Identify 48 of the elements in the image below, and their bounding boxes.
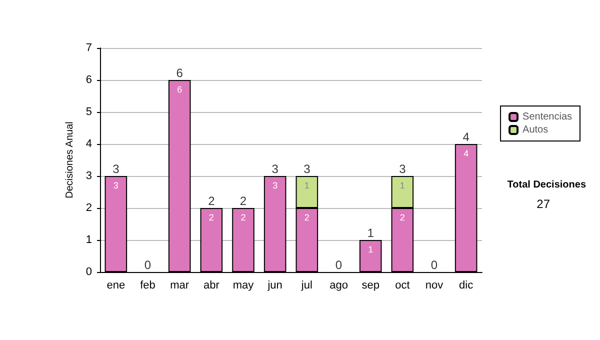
text: 27 bbox=[536, 197, 550, 211]
y-tick-label: 3 bbox=[86, 170, 92, 182]
y-tick-label: 1 bbox=[86, 234, 92, 246]
total-label: 4 bbox=[462, 130, 470, 144]
total-label: 1 bbox=[367, 226, 374, 240]
data-label: 2 bbox=[240, 212, 246, 222]
text: Total Decisiones bbox=[507, 180, 586, 190]
x-tick-label: oct bbox=[395, 280, 410, 292]
total-label: 6 bbox=[176, 66, 184, 80]
x-tick-label: mar bbox=[170, 280, 190, 292]
x-tick-label: jul bbox=[300, 280, 312, 292]
x-tick-label: may bbox=[232, 280, 254, 292]
x-tick-label: feb bbox=[140, 280, 156, 292]
total-label: 3 bbox=[272, 162, 279, 176]
data-label: 2 bbox=[400, 212, 405, 222]
legend-label: Sentencias bbox=[522, 112, 572, 122]
y-tick-label: 7 bbox=[86, 42, 92, 54]
data-label: 1 bbox=[368, 244, 374, 254]
total-label: 0 bbox=[430, 258, 438, 272]
x-tick-label: ago bbox=[330, 280, 348, 292]
legend-label: Autos bbox=[522, 124, 548, 136]
data-label: 1 bbox=[400, 180, 405, 190]
y-tick-label: 6 bbox=[86, 74, 92, 86]
data-label: 3 bbox=[272, 180, 278, 190]
x-tick-label: abr bbox=[203, 280, 220, 292]
total-label: 0 bbox=[335, 258, 342, 272]
data-label: 2 bbox=[304, 212, 310, 222]
data-label: 2 bbox=[208, 212, 214, 222]
total-label: 3 bbox=[112, 162, 120, 176]
data-label: 1 bbox=[304, 180, 310, 190]
data-label: 6 bbox=[177, 84, 182, 94]
total-label: 3 bbox=[304, 162, 311, 176]
x-tick-label: dic bbox=[459, 280, 474, 292]
y-tick-label: 4 bbox=[86, 138, 92, 150]
x-tick-label: ene bbox=[106, 280, 126, 292]
y-axis-title: Decisiones Anual bbox=[64, 122, 76, 198]
x-tick-label: nov bbox=[425, 280, 444, 292]
x-tick-label: jun bbox=[266, 280, 282, 292]
x-tick-label: sep bbox=[362, 280, 380, 292]
data-label: 3 bbox=[113, 180, 118, 190]
y-tick-label: 5 bbox=[86, 106, 92, 118]
total-label: 3 bbox=[399, 162, 406, 176]
total-label: 0 bbox=[144, 258, 152, 272]
y-tick-label: 2 bbox=[86, 202, 92, 214]
y-tick-label: 0 bbox=[86, 266, 92, 278]
data-label: 4 bbox=[464, 148, 469, 158]
total-label: 2 bbox=[208, 194, 216, 208]
total-label: 2 bbox=[240, 194, 247, 208]
